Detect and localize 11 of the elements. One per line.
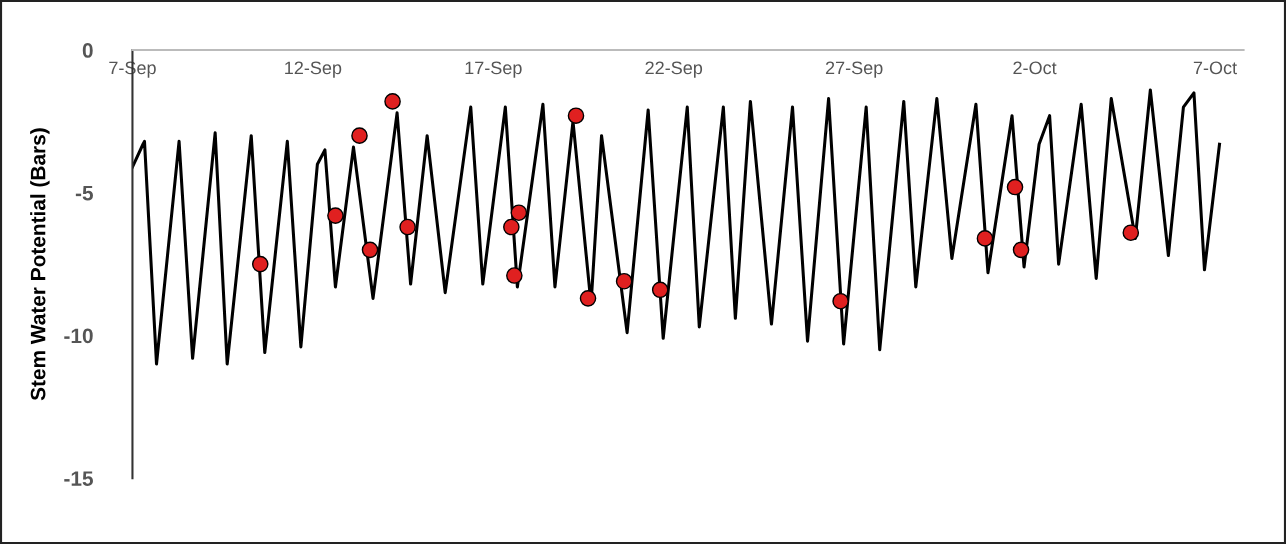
y-tick-label: -15 — [64, 471, 93, 486]
x-tick-label: 17-Sep — [465, 61, 522, 78]
x-tick-label: 12-Sep — [285, 61, 342, 78]
x-tick-label: 2-Oct — [1013, 61, 1057, 75]
x-tick-label: 7-Oct — [1193, 61, 1237, 75]
x-tick-label: 22-Sep — [645, 61, 703, 78]
y-tick-label: 0 — [82, 43, 93, 58]
x-tick-label: 27-Sep — [825, 61, 883, 78]
y-tick-label: -10 — [64, 328, 93, 344]
y-tick-label: -5 — [75, 185, 93, 201]
y-axis-title: Stem Water Potential (Bars) — [30, 128, 50, 401]
